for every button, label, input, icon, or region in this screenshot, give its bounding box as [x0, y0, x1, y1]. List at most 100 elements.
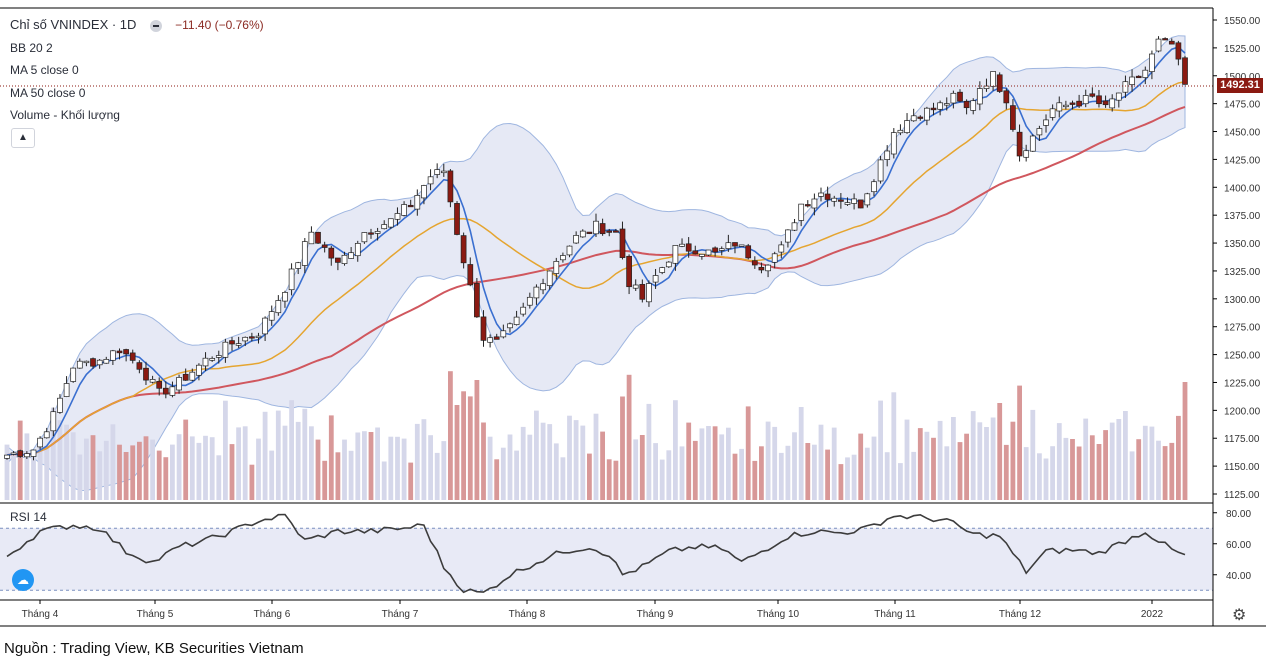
- candle-body: [864, 193, 871, 206]
- candle-body: [295, 262, 302, 269]
- volume-bar: [984, 427, 989, 500]
- legend-ma5[interactable]: MA 5 close 0: [10, 63, 79, 77]
- volume-bar: [335, 452, 341, 500]
- legend-bb[interactable]: BB 20 2: [10, 40, 53, 55]
- candle-body: [665, 261, 672, 268]
- volume-bar: [130, 445, 136, 500]
- volume-bar: [620, 396, 625, 500]
- volume-bar: [1182, 382, 1188, 500]
- volume-bar: [1109, 422, 1115, 500]
- price-tick-label: 1250.00: [1224, 351, 1261, 362]
- volume-bar: [262, 411, 268, 500]
- candle-body: [1016, 131, 1023, 157]
- volume-bar: [719, 434, 725, 500]
- volume-bar: [209, 437, 215, 500]
- volume-bar: [216, 455, 222, 500]
- candle-body: [401, 204, 407, 216]
- volume-bar: [838, 464, 844, 500]
- volume-bar: [110, 424, 116, 500]
- volume-bar: [1149, 426, 1155, 500]
- volume-bar: [944, 446, 950, 500]
- candle-body: [599, 223, 606, 235]
- volume-bar: [289, 400, 294, 500]
- candle-body: [1049, 108, 1056, 118]
- candle-body: [196, 364, 202, 376]
- legend-ma50[interactable]: MA 50 close 0: [10, 85, 86, 100]
- volume-bar: [858, 433, 864, 500]
- candle-body: [857, 199, 864, 209]
- volume-bar: [639, 435, 645, 500]
- volume-bar: [143, 436, 149, 500]
- candle-body: [460, 235, 467, 264]
- candle-body: [63, 383, 70, 397]
- volume-bar: [31, 453, 36, 500]
- volume-bar: [77, 454, 83, 500]
- candle-body: [30, 449, 37, 457]
- volume-bar: [242, 426, 248, 500]
- volume-bar: [355, 432, 361, 500]
- volume-bar: [150, 439, 155, 500]
- price-tick-label: 1525.00: [1224, 44, 1261, 55]
- volume-bar: [507, 434, 513, 500]
- symbol-title[interactable]: Chỉ số VNINDEX · 1D: [10, 17, 137, 32]
- volume-bar: [474, 380, 480, 500]
- volume-bar: [156, 450, 162, 500]
- candle-body: [957, 91, 963, 102]
- rsi-pane: [0, 513, 1213, 594]
- gear-icon[interactable]: ⚙: [1232, 607, 1247, 624]
- legend-volume[interactable]: Volume - Khối lượng: [10, 108, 120, 122]
- volume-bar: [957, 442, 963, 500]
- candle-body: [282, 292, 288, 302]
- candle-body: [699, 253, 705, 257]
- volume-bar: [328, 415, 334, 500]
- volume-bar: [461, 391, 466, 500]
- volume-bar: [745, 406, 751, 500]
- candle-body: [169, 386, 176, 396]
- candle-body: [771, 253, 778, 263]
- tradingview-logo-icon[interactable]: ☁: [12, 569, 34, 591]
- volume-bar: [1083, 418, 1089, 500]
- volume-bar: [1070, 439, 1075, 500]
- volume-bar: [805, 443, 811, 500]
- candlesticks: [4, 36, 1188, 461]
- candle-body: [996, 74, 1003, 92]
- candle-body: [268, 311, 275, 321]
- candle-body: [838, 199, 844, 202]
- volume-bar: [937, 420, 943, 500]
- candle-body: [613, 230, 619, 233]
- volume-bar: [348, 450, 354, 500]
- volume-bar: [481, 422, 486, 500]
- volume-bar: [1176, 415, 1181, 500]
- rsi-tick-label: 60.00: [1226, 540, 1251, 551]
- volume-bar: [1010, 421, 1016, 500]
- candle-body: [1168, 40, 1175, 45]
- candle-body: [387, 218, 394, 228]
- candle-body: [17, 450, 24, 457]
- candle-body: [732, 242, 738, 247]
- ma20-line: [6, 81, 1186, 456]
- volume-bar: [395, 436, 400, 500]
- volume-bar: [1089, 435, 1095, 500]
- price-tick-label: 1500.00: [1224, 72, 1261, 83]
- volume-bar: [1030, 409, 1036, 500]
- candle-body: [1122, 81, 1129, 93]
- price-tick-label: 1425.00: [1224, 155, 1261, 166]
- candle-body: [904, 120, 910, 133]
- last-price-badge: 1492.31: [1217, 78, 1263, 93]
- candle-body: [374, 231, 381, 234]
- volume-bar: [1169, 442, 1175, 500]
- volume-bar: [878, 400, 883, 500]
- volume-bar: [282, 425, 288, 500]
- volume-bar: [706, 426, 711, 500]
- price-tick-label: 1475.00: [1224, 100, 1261, 111]
- volume-bar: [1142, 425, 1148, 500]
- time-tick-label: Tháng 5: [137, 609, 174, 620]
- price-tick-label: 1550.00: [1224, 16, 1261, 27]
- volume-bar: [884, 452, 890, 500]
- chevron-up-icon[interactable]: ▲: [11, 128, 35, 148]
- volume-bar: [666, 450, 672, 500]
- minus-icon[interactable]: [149, 19, 162, 32]
- rsi-label[interactable]: RSI 14: [10, 510, 47, 524]
- candle-body: [70, 367, 77, 382]
- candle-body: [1076, 100, 1082, 107]
